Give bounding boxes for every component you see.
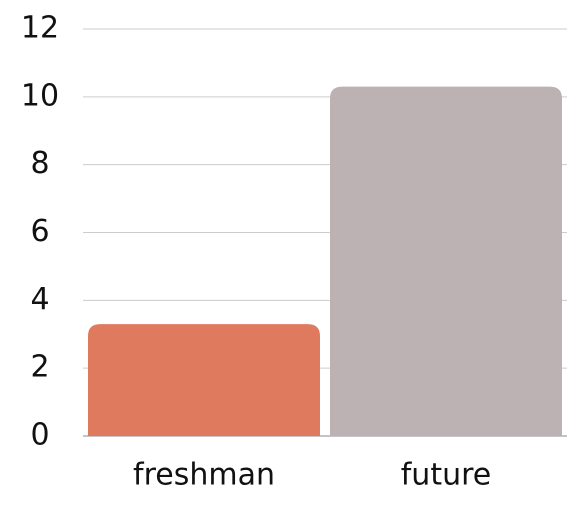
bar bbox=[330, 86, 562, 437]
y-tick-label: 10 bbox=[21, 78, 59, 113]
x-tick-label: future bbox=[401, 458, 491, 493]
y-tick-label: 6 bbox=[30, 214, 49, 249]
y-tick-label: 12 bbox=[21, 11, 59, 46]
bar bbox=[88, 324, 320, 436]
y-tick-label: 4 bbox=[30, 282, 49, 317]
y-tick-label: 2 bbox=[30, 350, 49, 385]
y-tick-label: 8 bbox=[30, 146, 49, 181]
x-tick-label: freshman bbox=[133, 458, 275, 493]
y-tick-label: 0 bbox=[30, 418, 49, 453]
